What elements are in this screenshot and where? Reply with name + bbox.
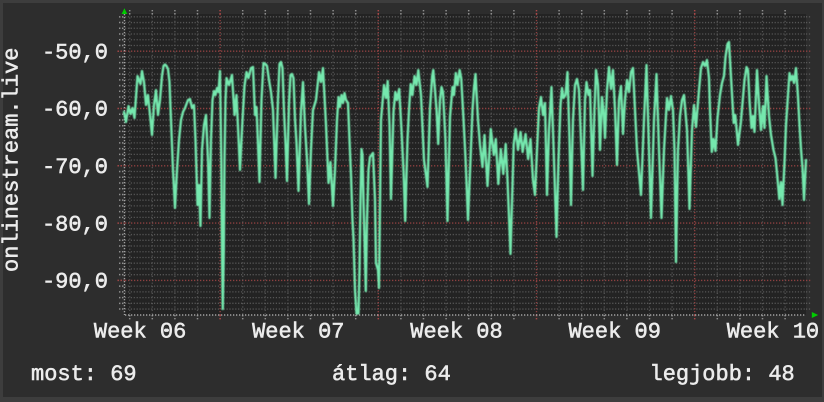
svg-text:Week 08: Week 08 — [410, 320, 502, 345]
svg-text:átlag: 64: átlag: 64 — [332, 362, 451, 387]
svg-text:-70,0: -70,0 — [42, 155, 108, 180]
svg-text:-60,0: -60,0 — [42, 98, 108, 123]
svg-text:onlinestream.live: onlinestream.live — [0, 48, 24, 272]
svg-text:-80,0: -80,0 — [42, 212, 108, 237]
svg-text:most: 69: most: 69 — [31, 362, 137, 387]
svg-text:legjobb: 48: legjobb: 48 — [650, 362, 795, 387]
svg-text:-50,0: -50,0 — [42, 40, 108, 65]
svg-text:Week 06: Week 06 — [94, 320, 186, 345]
svg-text:Week 07: Week 07 — [252, 320, 344, 345]
svg-text:Week 09: Week 09 — [568, 320, 660, 345]
svg-text:Week 10: Week 10 — [727, 320, 819, 345]
svg-text:-90,0: -90,0 — [42, 270, 108, 295]
